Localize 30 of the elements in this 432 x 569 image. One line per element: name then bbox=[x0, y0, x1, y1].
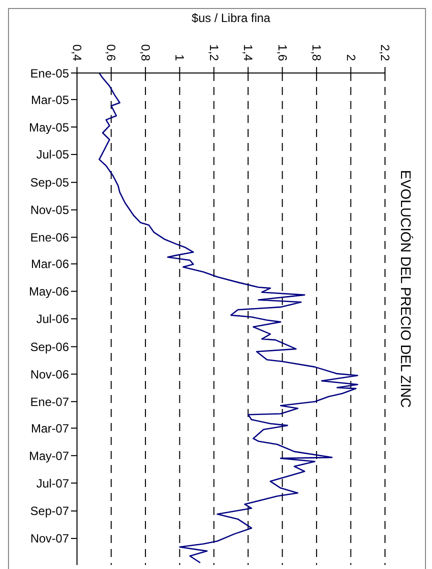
y-tick-label: May-07 bbox=[28, 448, 70, 463]
x-tick-label: 0,8 bbox=[138, 44, 152, 62]
x-tick-label: 1,2 bbox=[206, 44, 221, 62]
x-tick-label: 0,6 bbox=[104, 44, 118, 62]
y-tick-label: Sep-06 bbox=[30, 340, 70, 354]
y-tick-label: Jul-05 bbox=[36, 148, 70, 162]
y-tick-label: Nov-07 bbox=[30, 532, 70, 546]
y-tick-label: Ene-06 bbox=[30, 230, 70, 245]
y-tick-label: Jul-06 bbox=[36, 312, 70, 326]
y-tick-label: Ene-05 bbox=[30, 66, 70, 80]
x-tick-label: 1,4 bbox=[241, 44, 256, 62]
y-tick-label: Nov-06 bbox=[30, 367, 70, 382]
y-tick-label: Sep-07 bbox=[30, 504, 70, 518]
y-tick-label: May-06 bbox=[28, 284, 70, 299]
y-tick-label: Sep-05 bbox=[30, 176, 70, 190]
y-tick-label: Nov-05 bbox=[30, 203, 70, 218]
y-tick-label: Mar-06 bbox=[30, 257, 70, 272]
y-tick-label: Jul-07 bbox=[36, 476, 70, 490]
y-tick-label: Mar-05 bbox=[30, 92, 70, 107]
x-tick-label: 1 bbox=[172, 54, 187, 62]
text: EVOLUCIÓN DEL PRECIO DEL ZINC bbox=[398, 170, 414, 408]
y-tick-label: May-05 bbox=[28, 120, 70, 134]
x-tick-label: 2 bbox=[344, 54, 358, 62]
x-tick-label: 2,2 bbox=[378, 44, 392, 62]
x-tick-label: 1,6 bbox=[275, 44, 290, 62]
x-axis-title: $us / Libra fina bbox=[190, 11, 272, 25]
x-tick-label: 1,8 bbox=[310, 44, 324, 62]
x-tick-label: 0,4 bbox=[70, 44, 84, 62]
y-tick-label: Ene-07 bbox=[30, 394, 70, 409]
y-tick-label: Mar-07 bbox=[30, 421, 70, 436]
